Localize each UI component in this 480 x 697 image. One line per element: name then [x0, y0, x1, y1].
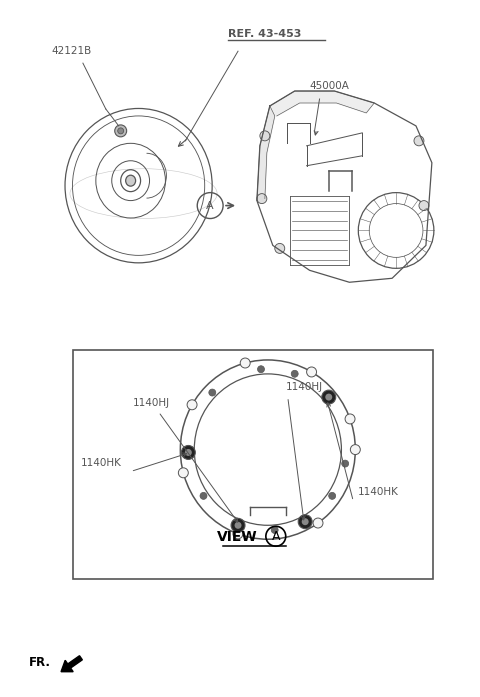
Circle shape: [350, 445, 360, 454]
Circle shape: [115, 125, 127, 137]
Circle shape: [271, 526, 278, 533]
Polygon shape: [270, 91, 374, 116]
Circle shape: [322, 390, 336, 404]
Text: REF. 43-453: REF. 43-453: [228, 29, 301, 39]
Circle shape: [231, 519, 245, 533]
Circle shape: [200, 492, 207, 499]
Text: A: A: [272, 530, 280, 543]
Circle shape: [345, 414, 355, 424]
FancyArrow shape: [61, 656, 83, 672]
Circle shape: [233, 529, 243, 539]
Text: 1140HJ: 1140HJ: [286, 382, 323, 392]
Text: FR.: FR.: [29, 656, 51, 668]
Circle shape: [209, 389, 216, 396]
Circle shape: [181, 445, 195, 459]
Circle shape: [302, 519, 309, 526]
Text: 1140HK: 1140HK: [358, 487, 399, 498]
Circle shape: [235, 522, 241, 529]
Circle shape: [329, 492, 336, 499]
Text: 42121B: 42121B: [51, 46, 91, 56]
Circle shape: [275, 243, 285, 254]
Ellipse shape: [126, 175, 136, 186]
Polygon shape: [257, 106, 275, 201]
Circle shape: [257, 366, 264, 373]
Circle shape: [414, 136, 424, 146]
Circle shape: [291, 370, 298, 377]
Circle shape: [325, 394, 332, 401]
Text: A: A: [206, 201, 214, 210]
Circle shape: [260, 131, 270, 141]
Circle shape: [257, 194, 267, 204]
Circle shape: [187, 400, 197, 410]
Text: 1140HJ: 1140HJ: [132, 398, 170, 408]
Bar: [73, 350, 433, 579]
Circle shape: [298, 515, 312, 529]
Circle shape: [185, 449, 192, 456]
Circle shape: [118, 128, 124, 134]
Circle shape: [179, 468, 188, 477]
Circle shape: [240, 358, 250, 368]
Text: VIEW: VIEW: [217, 530, 258, 544]
Text: 1140HK: 1140HK: [81, 457, 122, 468]
Text: 45000A: 45000A: [310, 81, 349, 91]
Circle shape: [307, 367, 316, 377]
Circle shape: [419, 201, 429, 210]
Circle shape: [342, 460, 348, 467]
Circle shape: [313, 518, 323, 528]
